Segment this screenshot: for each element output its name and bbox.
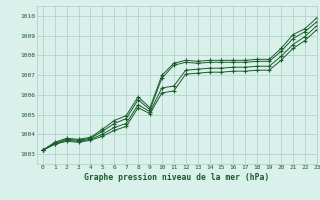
X-axis label: Graphe pression niveau de la mer (hPa): Graphe pression niveau de la mer (hPa) <box>84 173 269 182</box>
